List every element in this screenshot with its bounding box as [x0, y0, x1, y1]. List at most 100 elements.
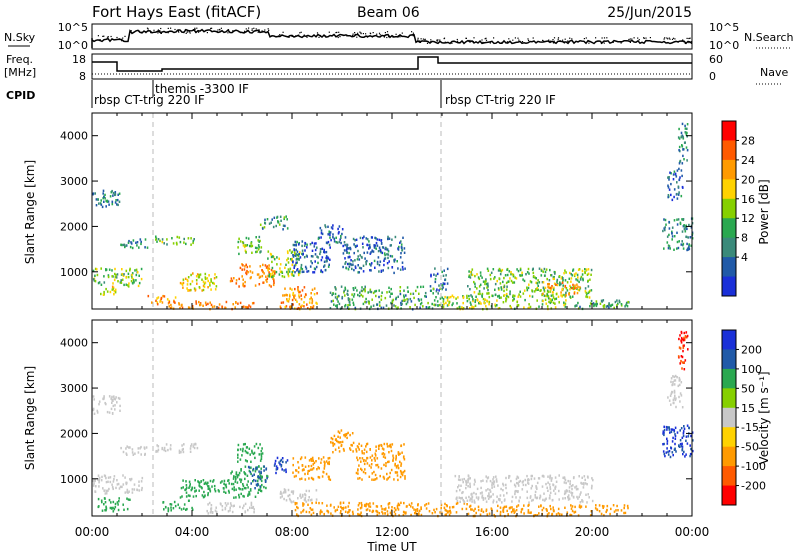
scatter-cell	[360, 511, 362, 514]
scatter-cell	[673, 379, 676, 382]
scatter-cell	[516, 475, 519, 478]
colorbar-segment	[722, 466, 736, 487]
scatter-cell	[230, 277, 233, 280]
scatter-cell	[270, 285, 272, 288]
scatter-cell	[347, 431, 349, 435]
scatter-cell	[444, 502, 446, 506]
scatter-cell	[259, 223, 262, 226]
scatter-cell	[510, 273, 512, 276]
scatter-cell	[688, 223, 690, 227]
scatter-cell	[287, 261, 290, 264]
scatter-cell	[298, 296, 301, 299]
scatter-cell	[346, 306, 349, 309]
scatter-cell	[610, 304, 612, 308]
nsearch-dot	[436, 42, 438, 44]
scatter-cell	[594, 303, 596, 306]
scatter-cell	[120, 281, 123, 284]
scatter-cell	[663, 247, 665, 250]
scatter-cell	[282, 294, 284, 297]
scatter-cell	[346, 245, 348, 249]
scatter-cell	[260, 489, 263, 493]
scatter-cell	[356, 456, 358, 459]
scatter-cell	[493, 277, 495, 280]
colorbar-segment	[722, 159, 736, 180]
scatter-cell	[260, 250, 262, 253]
scatter-cell	[201, 494, 204, 497]
scatter-cell	[505, 505, 508, 508]
scatter-cell	[443, 303, 445, 306]
scatter-cell	[678, 444, 680, 448]
scatter-cell	[340, 510, 342, 513]
scatter-cell	[510, 479, 512, 483]
scatter-cell	[245, 263, 247, 266]
scatter-cell	[354, 259, 356, 262]
scatter-cell	[98, 478, 101, 482]
nsearch-dot	[567, 40, 569, 42]
scatter-cell	[182, 479, 184, 482]
scatter-cell	[592, 478, 594, 482]
scatter-cell	[506, 273, 509, 277]
scatter-cell	[176, 235, 179, 239]
scatter-cell	[443, 282, 446, 285]
scatter-cell	[487, 292, 490, 295]
scatter-cell	[271, 266, 274, 270]
scatter-cell	[420, 285, 422, 289]
scatter-cell	[565, 291, 567, 294]
scatter-cell	[515, 477, 518, 481]
scatter-cell	[189, 483, 191, 486]
scatter-cell	[301, 252, 303, 256]
scatter-cell	[354, 286, 357, 289]
scatter-cell	[469, 499, 471, 502]
nsearch-dot	[206, 32, 208, 34]
scatter-cell	[275, 465, 278, 468]
scatter-cell	[279, 270, 282, 273]
scatter-cell	[182, 286, 184, 289]
scatter-cell	[349, 433, 351, 437]
scatter-cell	[399, 256, 402, 259]
scatter-cell	[606, 509, 608, 512]
scatter-cell	[266, 280, 268, 283]
scatter-cell	[544, 294, 547, 298]
scatter-cell	[294, 251, 296, 254]
scatter-cell	[278, 461, 280, 464]
scatter-cell	[496, 495, 498, 498]
scatter-cell	[368, 247, 370, 250]
scatter-cell	[674, 426, 677, 429]
scatter-cell	[323, 265, 325, 268]
scatter-cell	[564, 269, 566, 272]
scatter-cell	[347, 297, 350, 300]
scatter-cell	[340, 236, 342, 240]
scatter-cell	[198, 300, 200, 304]
scatter-cell	[552, 296, 555, 299]
scatter-cell	[243, 245, 246, 249]
scatter-cell	[667, 186, 670, 189]
scatter-cell	[403, 501, 405, 505]
scatter-cell	[345, 506, 347, 509]
scatter-cell	[418, 299, 420, 302]
scatter-cell	[223, 482, 225, 485]
scatter-cell	[451, 506, 454, 509]
scatter-cell	[457, 296, 459, 299]
scatter-cell	[112, 487, 114, 491]
scatter-cell	[359, 291, 361, 294]
scatter-cell	[420, 298, 423, 301]
scatter-cell	[671, 428, 674, 431]
scatter-cell	[252, 301, 255, 305]
scatter-cell	[135, 279, 137, 282]
scatter-cell	[254, 495, 257, 498]
scatter-cell	[571, 295, 574, 298]
scatter-cell	[489, 490, 492, 493]
scatter-cell	[673, 429, 676, 432]
scatter-cell	[473, 500, 476, 504]
scatter-cell	[468, 275, 470, 278]
scatter-cell	[117, 508, 120, 512]
scatter-cell	[452, 505, 455, 509]
scatter-cell	[312, 463, 315, 466]
scatter-cell	[471, 492, 473, 496]
scatter-cell	[371, 510, 374, 514]
scatter-cell	[157, 238, 160, 241]
scatter-cell	[188, 480, 191, 483]
scatter-cell	[316, 255, 318, 258]
nsearch-dot	[411, 34, 413, 36]
scatter-cell	[480, 274, 482, 277]
